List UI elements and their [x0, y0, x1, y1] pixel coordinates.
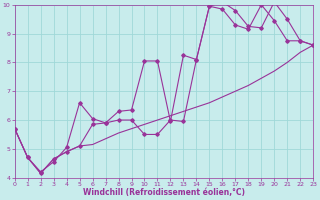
X-axis label: Windchill (Refroidissement éolien,°C): Windchill (Refroidissement éolien,°C) [83, 188, 245, 197]
